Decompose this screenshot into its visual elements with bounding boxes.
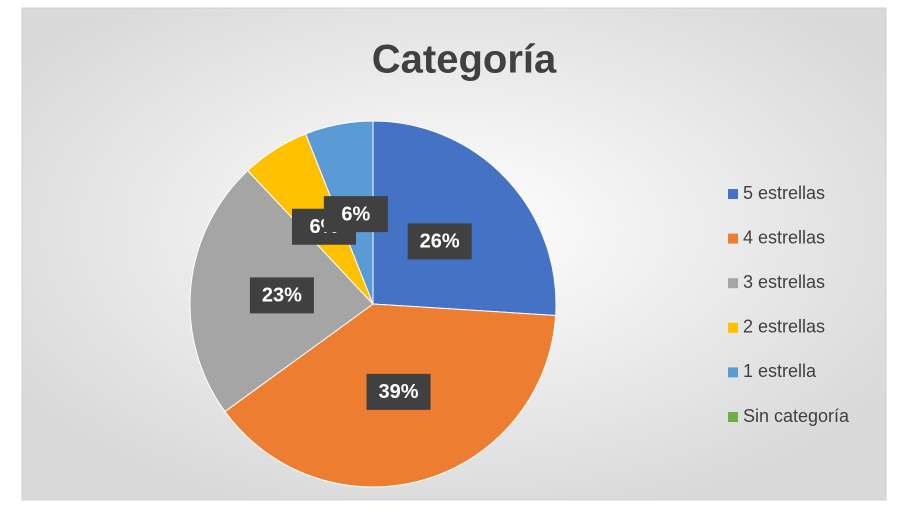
legend-label: 5 estrellas [743,183,825,203]
legend-swatch [728,233,738,244]
legend-label: Sin categoría [743,406,850,426]
legend-label: 1 estrella [743,361,817,381]
legend-swatch [728,367,738,378]
legend-label: 4 estrellas [743,227,825,247]
pie-slice [372,120,557,317]
data-label: 26% [420,231,460,253]
legend-swatch [728,189,738,199]
legend-swatch [728,278,738,289]
data-label: 6% [341,203,370,225]
legend-swatch [728,322,738,333]
data-label-box [249,277,314,314]
legend-label: 2 estrellas [743,317,825,337]
data-label-box [366,373,431,410]
data-label: 39% [379,381,419,403]
data-label: 23% [262,285,302,307]
legend-swatch [728,412,738,422]
legend-label: 3 estrellas [743,272,825,292]
chart-title: Categoría [372,38,557,82]
data-label-box [323,196,388,233]
data-label-box [407,223,472,260]
